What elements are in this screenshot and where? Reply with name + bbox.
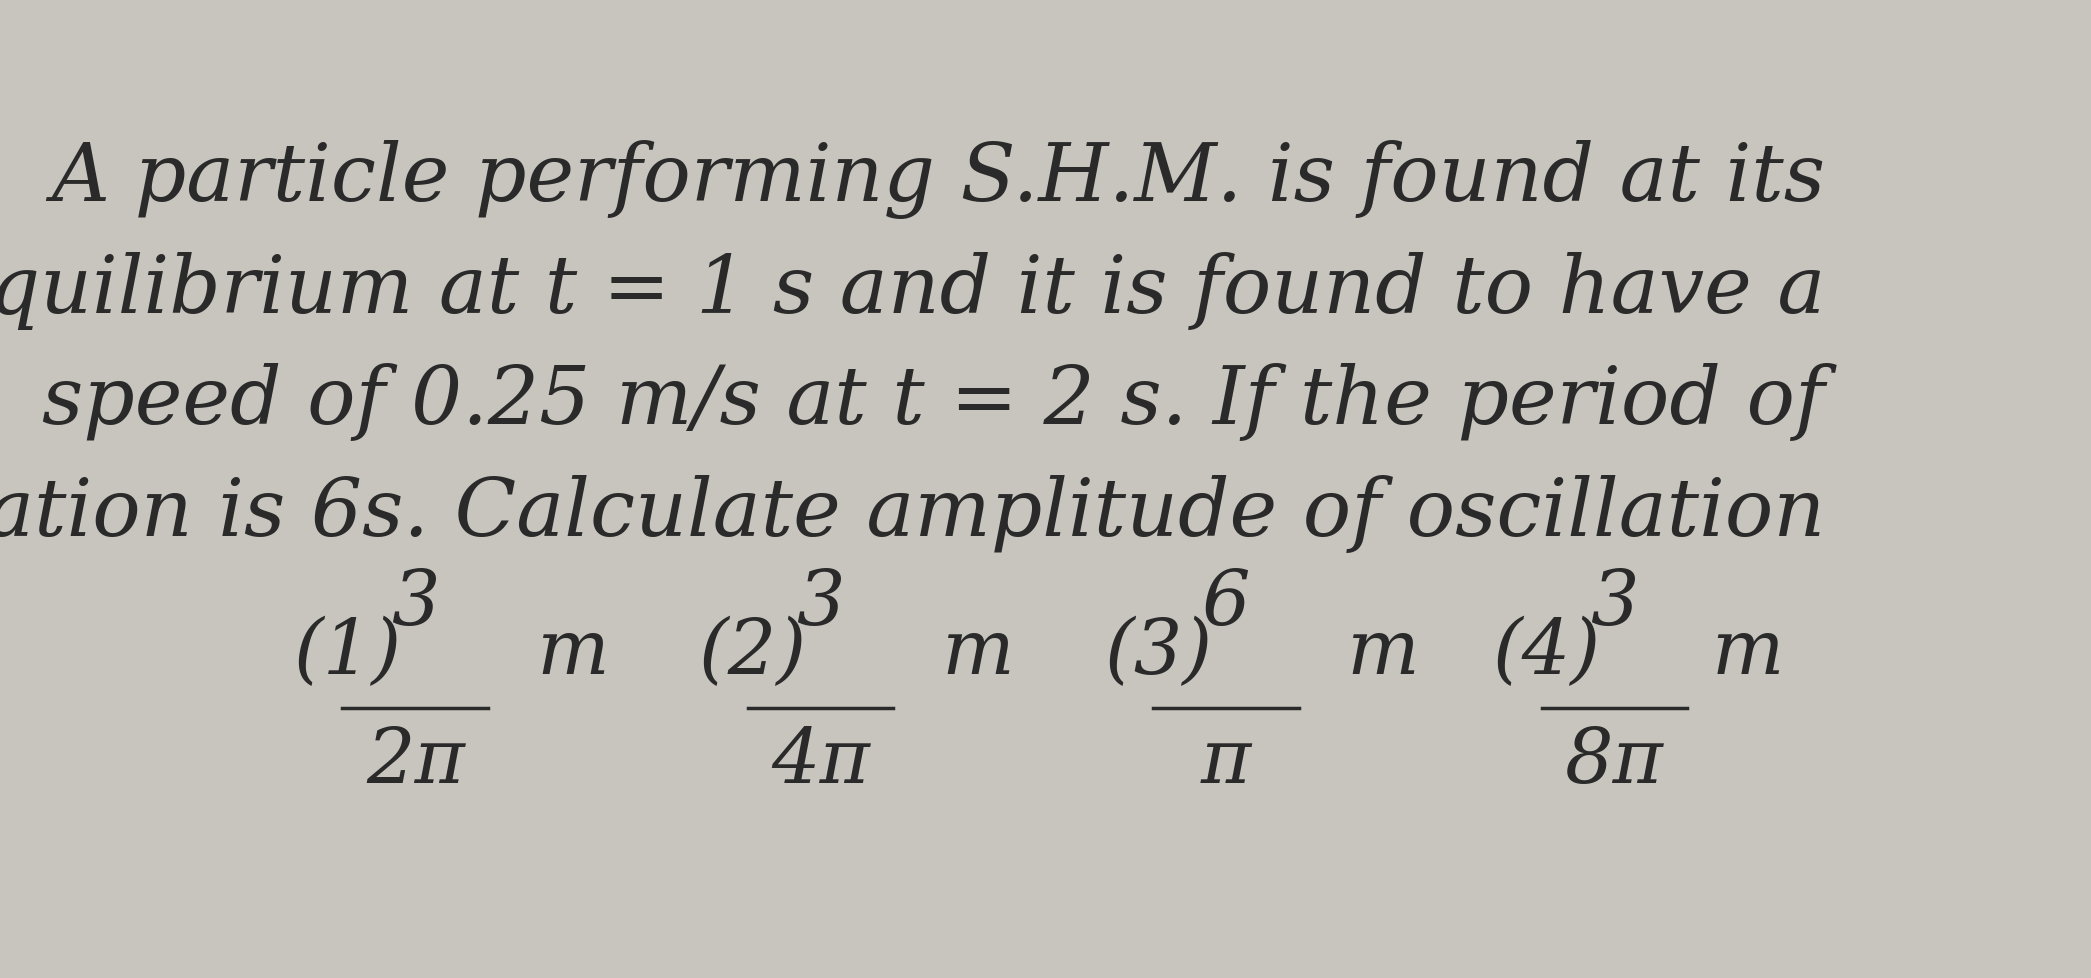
Text: π: π (1200, 725, 1250, 798)
Text: 8π: 8π (1564, 725, 1664, 798)
Text: 3: 3 (1589, 566, 1639, 640)
Text: m: m (918, 615, 1014, 689)
Text: 3: 3 (391, 566, 439, 640)
Text: 6: 6 (1200, 566, 1250, 640)
Text: equilibrium at t = 1 s and it is found to have a: equilibrium at t = 1 s and it is found t… (0, 251, 1825, 330)
Text: speed of 0.25 m/s at t = 2 s. If the period of: speed of 0.25 m/s at t = 2 s. If the per… (42, 363, 1825, 441)
Text: oscillation is 6s. Calculate amplitude of oscillation: oscillation is 6s. Calculate amplitude o… (0, 474, 1825, 553)
Text: 4π: 4π (772, 725, 870, 798)
Text: m: m (1713, 615, 1784, 689)
Text: m: m (512, 615, 608, 689)
Text: m: m (1324, 615, 1420, 689)
Text: (4): (4) (1493, 615, 1602, 689)
Text: A particle performing S.H.M. is found at its: A particle performing S.H.M. is found at… (50, 140, 1825, 219)
Text: (3): (3) (1104, 615, 1213, 689)
Text: 3: 3 (797, 566, 845, 640)
Text: 2π: 2π (366, 725, 464, 798)
Text: (1): (1) (293, 615, 401, 689)
Text: (2): (2) (698, 615, 807, 689)
